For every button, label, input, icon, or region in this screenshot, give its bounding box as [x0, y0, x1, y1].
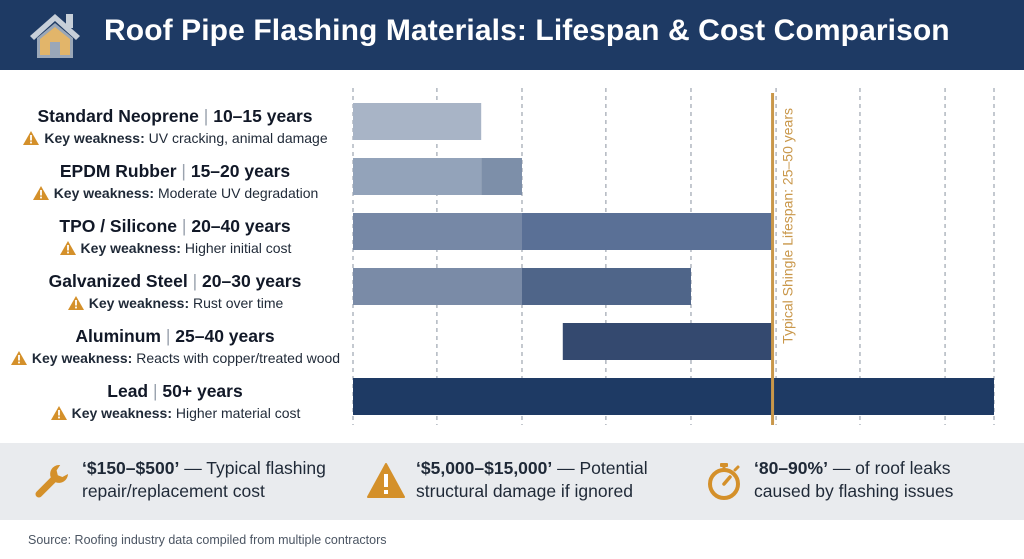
- key-weakness-label: Key weakness:: [53, 185, 155, 201]
- reference-line-group: Typical Shingle Lifespan: 25–50 years: [771, 93, 796, 425]
- separator: |: [181, 161, 186, 181]
- bar-standard-neoprene: [353, 103, 482, 140]
- weakness-text: Higher initial cost: [184, 240, 292, 256]
- weakness-text: Reacts with copper/treated wood: [136, 350, 341, 366]
- stat-desc-line1: — of roof leaks: [827, 458, 951, 478]
- stat-text: ‘$150–$500’ — Typical flashing repair/re…: [82, 457, 326, 503]
- separator: |: [165, 326, 171, 346]
- material-name: Aluminum: [75, 326, 161, 346]
- material-name: Lead: [107, 381, 149, 401]
- header-bar: Roof Pipe Flashing Materials: Lifespan &…: [0, 0, 1024, 70]
- stat-desc-line1: — Potential: [552, 458, 648, 478]
- lifespan-range: 20–40 years: [191, 216, 291, 236]
- bar-galvanized-steel: [521, 268, 691, 305]
- material-name-line: EPDM Rubber | 15–20 years: [0, 160, 350, 182]
- row-label-aluminum: Aluminum | 25–40 years Key weakness: Rea…: [0, 325, 350, 373]
- lifespan-range: 20–30 years: [202, 271, 302, 291]
- row-label-tpo: TPO / Silicone | 20–40 years Key weaknes…: [0, 215, 350, 263]
- stats-band: ‘$150–$500’ — Typical flashing repair/re…: [0, 443, 1024, 520]
- bar-group: [353, 103, 994, 415]
- weakness-text: Rust over time: [193, 295, 284, 311]
- stat-value: ‘80–90%’: [754, 458, 828, 478]
- warning-icon: [23, 131, 40, 145]
- material-name: Galvanized Steel: [48, 271, 188, 291]
- row-label-epdm: EPDM Rubber | 15–20 years Key weakness: …: [0, 160, 350, 208]
- stat-value: ‘$5,000–$15,000’: [416, 458, 553, 478]
- key-weakness-label: Key weakness:: [88, 295, 190, 311]
- reference-line-label: Typical Shingle Lifespan: 25–50 years: [780, 108, 796, 344]
- key-weakness-label: Key weakness:: [31, 350, 133, 366]
- material-name-line: Standard Neoprene | 10–15 years: [0, 105, 350, 127]
- key-weakness-label: Key weakness:: [44, 130, 145, 146]
- stat-desc-line2: structural damage if ignored: [416, 481, 633, 501]
- weakness-line: Key weakness: Rust over time: [0, 293, 350, 313]
- weakness-line: Key weakness: Higher material cost: [0, 403, 350, 423]
- bar-galvanized-steel: [353, 268, 522, 305]
- wrench-icon: [35, 465, 68, 498]
- warning-icon: [367, 463, 405, 498]
- weakness-text: Higher material cost: [175, 405, 301, 421]
- lifespan-range: 25–40 years: [175, 326, 275, 346]
- warning-icon: [32, 186, 49, 200]
- key-weakness-label: Key weakness:: [71, 405, 172, 421]
- bar-tpo-silicone: [521, 213, 773, 250]
- weakness-line: Key weakness: Reacts with copper/treated…: [0, 348, 350, 368]
- row-label-lead: Lead | 50+ years Key weakness: Higher ma…: [0, 380, 350, 428]
- stat-desc-line2: caused by flashing issues: [754, 481, 954, 501]
- material-name-line: Galvanized Steel | 20–30 years: [0, 270, 350, 292]
- row-label-steel: Galvanized Steel | 20–30 years Key weakn…: [0, 270, 350, 318]
- warning-icon: [67, 296, 84, 310]
- stat-desc-line2: repair/replacement cost: [82, 481, 265, 501]
- warning-icon: [10, 351, 27, 365]
- warning-icon: [59, 241, 76, 255]
- key-weakness-label: Key weakness:: [80, 240, 181, 256]
- bar-aluminum: [562, 323, 773, 360]
- bar-epdm-rubber: [481, 158, 522, 195]
- separator: |: [181, 216, 187, 236]
- separator: |: [192, 271, 198, 291]
- stat-value: ‘$150–$500’: [82, 458, 180, 478]
- bar-lead: [353, 378, 994, 415]
- material-name-line: Lead | 50+ years: [0, 380, 350, 402]
- material-name-line: Aluminum | 25–40 years: [0, 325, 350, 347]
- lifespan-range: 50+ years: [162, 381, 243, 401]
- material-name: Standard Neoprene: [37, 106, 199, 126]
- lifespan-range: 15–20 years: [190, 161, 291, 181]
- bar-epdm-rubber: [353, 158, 482, 195]
- material-name: TPO / Silicone: [59, 216, 178, 236]
- material-name-line: TPO / Silicone | 20–40 years: [0, 215, 350, 237]
- weakness-line: Key weakness: UV cracking, animal damage: [0, 128, 350, 148]
- grid-lines: [352, 88, 995, 425]
- stat-text: ‘80–90%’ — of roof leaks caused by flash…: [754, 457, 953, 503]
- house-icon: [30, 14, 80, 58]
- weakness-line: Key weakness: Higher initial cost: [0, 238, 350, 258]
- page-title: Roof Pipe Flashing Materials: Lifespan &…: [104, 14, 950, 47]
- bar-tpo-silicone: [353, 213, 522, 250]
- row-label-neoprene: Standard Neoprene | 10–15 years Key weak…: [0, 105, 350, 153]
- stopwatch-icon: [708, 463, 740, 500]
- weakness-text: Moderate UV degradation: [157, 185, 319, 201]
- material-name: EPDM Rubber: [59, 161, 177, 181]
- lifespan-chart: Typical Shingle Lifespan: 25–50 years: [352, 88, 995, 425]
- lifespan-range: 10–15 years: [213, 106, 313, 126]
- source-note: Source: Roofing industry data compiled f…: [28, 533, 387, 547]
- separator: |: [153, 381, 158, 401]
- weakness-line: Key weakness: Moderate UV degradation: [0, 183, 350, 203]
- stat-text: ‘$5,000–$15,000’ — Potential structural …: [416, 457, 648, 503]
- weakness-text: UV cracking, animal damage: [148, 130, 328, 146]
- stat-desc-line1: — Typical flashing: [179, 458, 326, 478]
- warning-icon: [50, 406, 67, 420]
- separator: |: [203, 106, 209, 126]
